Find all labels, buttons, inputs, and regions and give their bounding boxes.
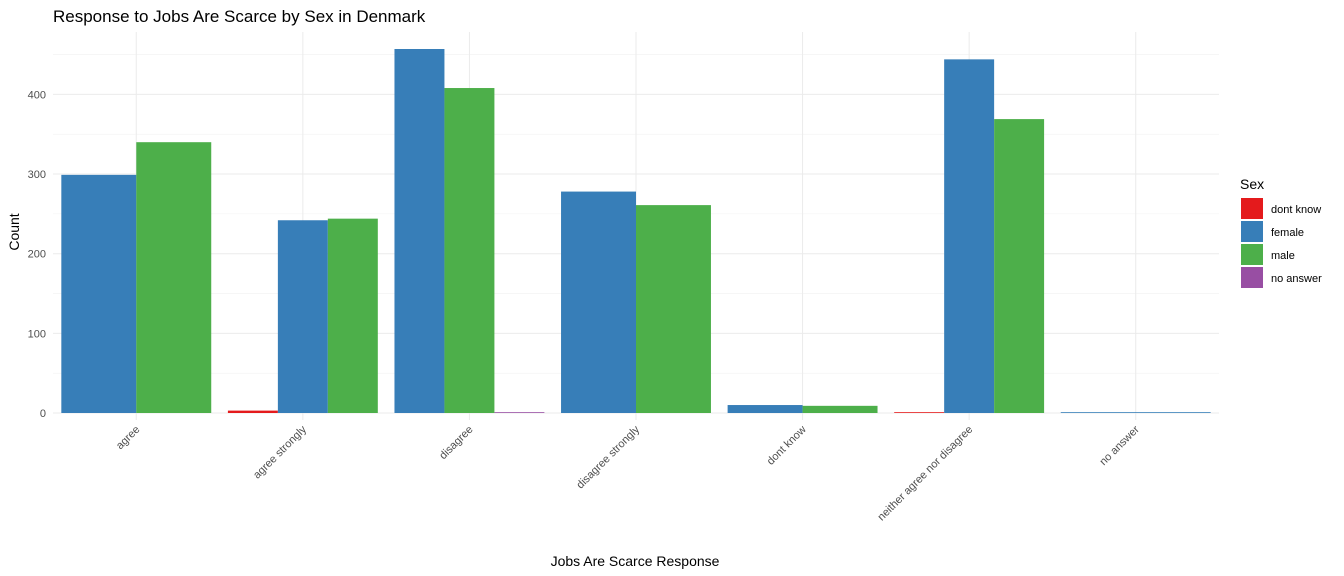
y-tick-labels: 0 100 200 300 400: [28, 89, 46, 420]
legend: Sex dont know female male no answer: [1240, 176, 1322, 288]
x-tick-label: no answer: [1097, 423, 1142, 468]
legend-key: [1241, 221, 1263, 242]
bar-female: [394, 48, 445, 413]
x-tick-label: agree strongly: [251, 423, 309, 481]
bar-male: [994, 119, 1045, 414]
legend-label: dont know: [1271, 204, 1321, 216]
bar-female: [944, 59, 995, 413]
bar-male: [327, 218, 378, 413]
bar-female: [277, 220, 328, 413]
x-tick-labels: agree agree strongly disagree disagree stro…: [114, 423, 1142, 523]
x-tick-label: agree: [114, 424, 142, 452]
bar-female: [61, 174, 137, 413]
bar-female: [727, 405, 803, 413]
legend-label: no answer: [1271, 273, 1322, 285]
x-axis-title: Jobs Are Scarce Response: [551, 553, 720, 569]
y-tick-label: 100: [28, 328, 46, 340]
bar-female: [1060, 412, 1211, 413]
bar-no-answer: [494, 412, 545, 413]
x-tick-label: disagree strongly: [574, 423, 642, 491]
y-axis-title: Count: [6, 213, 22, 250]
y-tick-label: 0: [40, 408, 46, 420]
bar-male: [802, 405, 878, 413]
x-tick-label: neither agree nor disagree: [876, 424, 976, 524]
y-tick-label: 200: [28, 249, 46, 261]
bar-dont-know: [227, 410, 278, 413]
bar-male: [444, 88, 495, 413]
legend-title: Sex: [1240, 176, 1264, 192]
bar-dont-know: [894, 412, 945, 413]
bar-male: [636, 205, 711, 413]
legend-key: [1241, 267, 1263, 288]
legend-label: male: [1271, 250, 1295, 262]
bars: [61, 48, 1211, 414]
legend-label: female: [1271, 227, 1304, 239]
bar-male: [136, 142, 212, 413]
y-tick-label: 400: [28, 89, 46, 101]
legend-key: [1241, 244, 1263, 265]
x-tick-label: disagree: [437, 424, 475, 462]
x-tick-label: dont know: [765, 424, 809, 468]
chart-title: Response to Jobs Are Scarce by Sex in De…: [53, 7, 426, 26]
bar-female: [561, 191, 636, 413]
legend-key: [1241, 198, 1263, 219]
y-tick-label: 300: [28, 169, 46, 181]
